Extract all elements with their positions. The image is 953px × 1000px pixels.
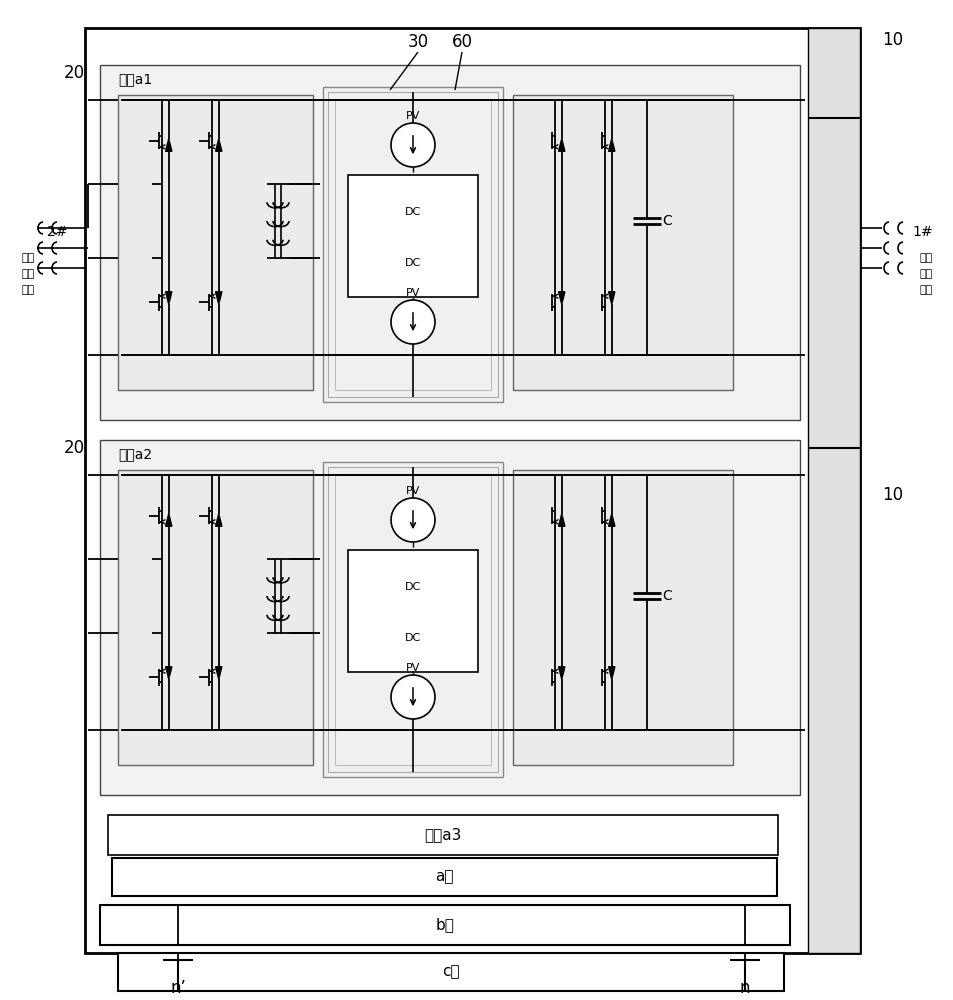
- Text: 30: 30: [407, 33, 428, 51]
- Text: c相: c相: [442, 964, 459, 980]
- Bar: [100, 65, 800, 420]
- Bar: [348, 175, 477, 297]
- Text: DC: DC: [404, 258, 420, 268]
- Polygon shape: [558, 292, 564, 304]
- Text: DC: DC: [404, 633, 420, 643]
- Bar: [513, 95, 732, 390]
- Polygon shape: [215, 514, 222, 526]
- Text: 1#: 1#: [911, 225, 932, 239]
- Text: b相: b相: [436, 918, 454, 932]
- Circle shape: [391, 300, 435, 344]
- Bar: [328, 92, 497, 397]
- Polygon shape: [166, 667, 172, 679]
- Polygon shape: [215, 292, 222, 304]
- Bar: [335, 474, 491, 765]
- Text: PV: PV: [405, 486, 419, 496]
- Polygon shape: [608, 667, 615, 679]
- Text: 10: 10: [882, 486, 902, 504]
- Text: 模块a1: 模块a1: [118, 72, 152, 86]
- Text: n’: n’: [170, 979, 186, 997]
- Text: 20: 20: [64, 439, 85, 457]
- Text: 中压: 中压: [21, 253, 34, 263]
- Polygon shape: [558, 667, 564, 679]
- Bar: [112, 858, 776, 896]
- Polygon shape: [166, 139, 172, 151]
- Bar: [513, 470, 732, 765]
- Text: 60: 60: [451, 33, 472, 51]
- Text: 模块a2: 模块a2: [118, 447, 152, 461]
- Polygon shape: [215, 139, 222, 151]
- Polygon shape: [608, 514, 615, 526]
- Bar: [108, 815, 778, 855]
- Bar: [328, 467, 497, 772]
- Bar: [118, 470, 313, 765]
- Bar: [85, 28, 859, 953]
- Text: 模块a3: 模块a3: [424, 828, 461, 842]
- Bar: [323, 87, 502, 402]
- Text: PV: PV: [405, 111, 419, 121]
- Text: C: C: [661, 589, 671, 603]
- Text: C: C: [661, 214, 671, 228]
- Bar: [807, 28, 859, 953]
- Circle shape: [391, 675, 435, 719]
- Text: DC: DC: [404, 207, 420, 217]
- Bar: [118, 953, 783, 991]
- Text: 10: 10: [882, 31, 902, 49]
- Bar: [323, 462, 502, 777]
- Polygon shape: [215, 667, 222, 679]
- Text: PV: PV: [405, 663, 419, 673]
- Polygon shape: [166, 514, 172, 526]
- Polygon shape: [166, 292, 172, 304]
- Polygon shape: [558, 514, 564, 526]
- Text: 馈线: 馈线: [919, 269, 932, 279]
- Circle shape: [391, 498, 435, 542]
- Text: a相: a相: [435, 869, 454, 884]
- Text: 2#: 2#: [48, 225, 68, 239]
- Text: DC: DC: [404, 582, 420, 592]
- Bar: [118, 95, 313, 390]
- Text: PV: PV: [405, 288, 419, 298]
- Text: 末端: 末端: [919, 285, 932, 295]
- Text: 中压: 中压: [919, 253, 932, 263]
- Text: 馈线: 馈线: [21, 269, 34, 279]
- Bar: [100, 440, 800, 795]
- Bar: [100, 905, 789, 945]
- Text: 20: 20: [64, 64, 85, 82]
- Bar: [335, 99, 491, 390]
- Polygon shape: [608, 139, 615, 151]
- Circle shape: [391, 123, 435, 167]
- Polygon shape: [608, 292, 615, 304]
- Bar: [348, 550, 477, 672]
- Polygon shape: [558, 139, 564, 151]
- Text: 末端: 末端: [21, 285, 34, 295]
- Text: n: n: [739, 979, 749, 997]
